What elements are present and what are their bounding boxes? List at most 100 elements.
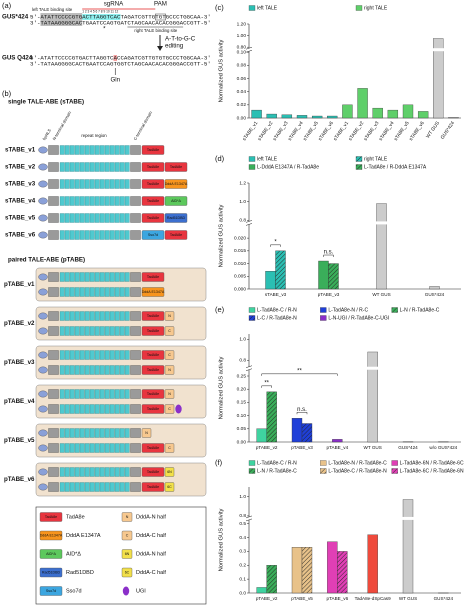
- repeat: [69, 350, 75, 360]
- nls: [38, 483, 48, 491]
- repeat: [124, 482, 130, 492]
- repeat: [69, 389, 75, 399]
- repeat: [94, 467, 100, 477]
- axis-break: [246, 48, 462, 52]
- repeat: [74, 482, 80, 492]
- c-terminal: [130, 287, 141, 297]
- repeat: [64, 287, 70, 297]
- nls: [38, 429, 48, 437]
- repeat: [124, 443, 130, 453]
- repeat: [104, 428, 110, 438]
- c-terminal: [130, 404, 141, 414]
- bar: [327, 541, 338, 594]
- n-terminal: [48, 272, 59, 282]
- effector-text: TadA8e: [147, 470, 159, 474]
- legend-swatch: [355, 164, 363, 170]
- construct-name: sTABE_v3: [5, 181, 36, 188]
- repeat: [104, 196, 110, 206]
- repeat: [64, 311, 70, 321]
- significance-label: **: [264, 380, 269, 386]
- repeat: [109, 365, 115, 375]
- repeat: [59, 404, 65, 414]
- repeat: [69, 179, 75, 189]
- y-tick-label: 1.2: [239, 180, 246, 186]
- legend-label: L-N-UGI / R-TadA8e-C-UGI: [328, 315, 389, 321]
- effector: [141, 179, 165, 189]
- c-terminal: [130, 482, 141, 492]
- y-tick-label: 0.00: [237, 439, 247, 445]
- c-terminal: [130, 213, 141, 223]
- repeat: [94, 443, 100, 453]
- repeat: [74, 428, 80, 438]
- repeat: [74, 404, 80, 414]
- construct-name: pTABE_v5: [4, 437, 35, 444]
- effector: [164, 311, 175, 321]
- x-tick-label: pTABE_v2: [256, 445, 278, 450]
- legend-text: DddA E1347A: [66, 533, 101, 539]
- bar: [266, 565, 277, 594]
- bar: [372, 107, 383, 119]
- nls: [38, 468, 48, 476]
- header-label: repeat region: [81, 133, 107, 138]
- legend-label: L-TadA8e-N / R-TadA8e-C: [328, 460, 387, 466]
- axis-break: [246, 516, 462, 520]
- y-tick-label: 0.04: [237, 89, 247, 95]
- repeat: [119, 365, 125, 375]
- repeat: [94, 179, 100, 189]
- repeat: [64, 145, 70, 155]
- pam-box: [155, 13, 166, 21]
- significance-bracket: [261, 385, 272, 388]
- repeat: [84, 179, 90, 189]
- effector: [141, 213, 165, 223]
- x-tick-label: GUS*424: [434, 596, 454, 601]
- repeat: [74, 230, 80, 240]
- edit-label: editing: [165, 43, 184, 50]
- nls: [38, 180, 48, 188]
- repeat: [64, 326, 70, 336]
- legend-swatch: [320, 460, 327, 466]
- repeat: [79, 272, 85, 282]
- repeat: [89, 272, 95, 282]
- repeat: [74, 443, 80, 453]
- legend-label: L-TadA8e-6C / R-TadA8e-6N: [400, 468, 464, 474]
- repeat: [99, 162, 105, 172]
- repeat: [74, 145, 80, 155]
- bar: [281, 114, 293, 119]
- effector: [141, 162, 165, 172]
- edited-base: [113, 55, 117, 61]
- bar: [433, 38, 444, 119]
- panel-label: (b): [2, 89, 12, 98]
- repeat: [59, 272, 65, 282]
- repeat: [114, 196, 120, 206]
- repeat: [119, 196, 125, 206]
- effector-text: TadA8e: [147, 314, 159, 318]
- repeat: [69, 272, 75, 282]
- legend-label: right TALE: [364, 156, 388, 162]
- effector-text: N: [145, 431, 148, 435]
- repeat: [64, 162, 70, 172]
- legend-text: UGI: [136, 588, 146, 594]
- effector-text: TadA8e: [170, 165, 182, 169]
- bar: [291, 418, 303, 443]
- n-terminal: [48, 482, 59, 492]
- bar: [332, 439, 343, 443]
- repeat: [69, 196, 75, 206]
- repeat: [124, 389, 130, 399]
- effector: [141, 467, 165, 477]
- construct-name: sTABE_v4: [5, 198, 36, 205]
- nls: [38, 366, 48, 374]
- repeat: [99, 145, 105, 155]
- repeat: [104, 482, 110, 492]
- effector-text: DddA E1347A: [165, 182, 188, 186]
- y-tick-label: 1.0: [239, 337, 246, 343]
- repeat: [94, 213, 100, 223]
- legend-symbol: N: [126, 515, 129, 519]
- effector-text: TadA8e: [147, 329, 159, 333]
- repeat: [104, 287, 110, 297]
- effector: [164, 389, 175, 399]
- repeat: [124, 196, 130, 206]
- nls: [38, 390, 48, 398]
- y-axis-label: Normalized GUS activity: [219, 204, 225, 267]
- legend-symbol: DddA E1347A: [40, 533, 63, 537]
- bar: [318, 260, 329, 290]
